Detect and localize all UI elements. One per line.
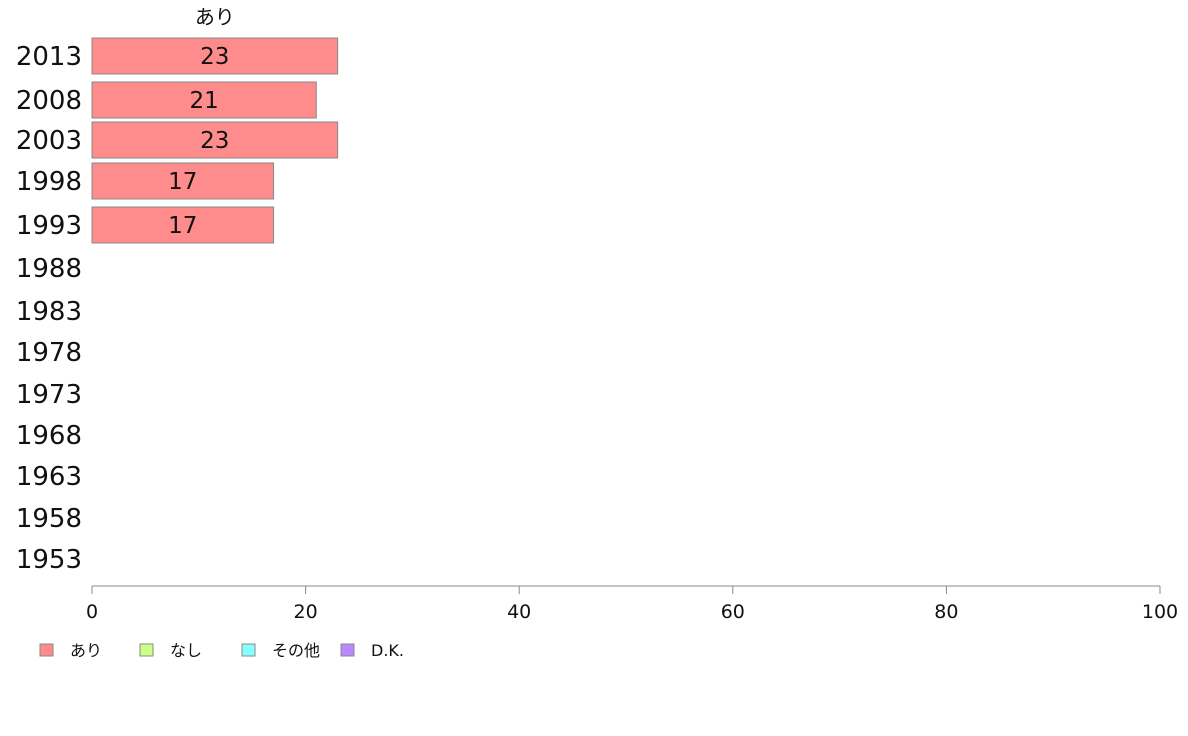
x-tick-label-0: 0 <box>86 601 98 623</box>
legend-label-2: その他 <box>272 641 320 660</box>
bar-1998 <box>91 162 275 200</box>
bar-2013 <box>91 37 339 75</box>
year-label-2008: 2008 <box>16 86 82 116</box>
bar-value-label-1993: 17 <box>168 213 197 239</box>
year-label-1973: 1973 <box>16 380 82 410</box>
legend-swatch-0 <box>39 643 54 657</box>
year-label-1983: 1983 <box>16 297 82 327</box>
year-label-1988: 1988 <box>16 254 82 284</box>
legend-label-3: D.K. <box>371 641 404 660</box>
bar-value-label-2003: 23 <box>200 128 229 154</box>
legend: あり なし その他 D.K. <box>39 641 404 660</box>
year-label-1963: 1963 <box>16 462 82 492</box>
bar-2003 <box>91 121 339 159</box>
year-label-2003: 2003 <box>16 126 82 156</box>
legend-swatch-3 <box>340 643 355 657</box>
x-tick-label-40: 40 <box>507 601 531 623</box>
bar-value-label-2008: 21 <box>189 88 218 114</box>
x-tick-label-80: 80 <box>934 601 958 623</box>
year-label-1993: 1993 <box>16 211 82 241</box>
year-label-2013: 2013 <box>16 42 82 72</box>
year-label-1968: 1968 <box>16 421 82 451</box>
legend-label-0: あり <box>70 641 102 660</box>
year-label-1958: 1958 <box>16 504 82 534</box>
x-tick-label-100: 100 <box>1142 601 1178 623</box>
x-ticks-group: 0 20 40 60 80 100 <box>86 586 1178 623</box>
year-label-1998: 1998 <box>16 167 82 197</box>
legend-label-1: なし <box>170 641 202 660</box>
legend-swatch-1 <box>139 643 154 657</box>
bar-value-label-1998: 17 <box>168 169 197 195</box>
year-labels-group: 2013 2008 2003 1998 1993 1988 1983 1978 1973 1968… <box>16 42 82 575</box>
year-label-1953: 1953 <box>16 545 82 575</box>
x-tick-label-20: 20 <box>294 601 318 623</box>
legend-swatch-2 <box>241 643 256 657</box>
year-label-1978: 1978 <box>16 338 82 368</box>
bar-1993 <box>91 206 275 244</box>
bar-value-label-2013: 23 <box>200 44 229 70</box>
x-tick-label-60: 60 <box>721 601 745 623</box>
bar-2008 <box>91 81 317 119</box>
series-header: あり <box>195 5 235 29</box>
